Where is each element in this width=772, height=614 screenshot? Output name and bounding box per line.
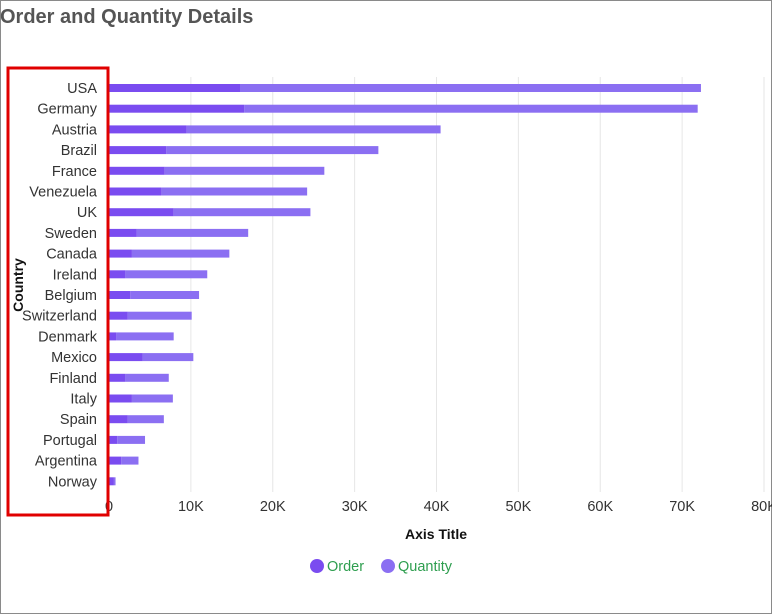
category-label: Germany bbox=[37, 102, 97, 118]
bar-quantity[interactable] bbox=[244, 104, 698, 113]
legend-quantity-marker[interactable] bbox=[381, 559, 395, 573]
category-label: Canada bbox=[46, 247, 98, 263]
category-label: USA bbox=[67, 81, 97, 97]
bar-quantity[interactable] bbox=[121, 456, 139, 465]
bar-order[interactable] bbox=[109, 435, 118, 444]
category-label: Austria bbox=[52, 122, 98, 138]
x-tick-label: 40K bbox=[424, 499, 450, 515]
category-label: Belgium bbox=[45, 288, 97, 304]
category-label: Sweden bbox=[45, 226, 97, 242]
bar-order[interactable] bbox=[109, 456, 122, 465]
bar-order[interactable] bbox=[109, 228, 137, 237]
category-label: Denmark bbox=[38, 329, 98, 345]
category-label: Brazil bbox=[61, 143, 97, 159]
legend: Order Quantity bbox=[310, 559, 453, 575]
highlight-box bbox=[6, 66, 110, 517]
category-label: Spain bbox=[60, 412, 97, 428]
bar-order[interactable] bbox=[109, 84, 240, 92]
legend-quantity-label[interactable]: Quantity bbox=[398, 559, 453, 575]
bar-order[interactable] bbox=[109, 291, 131, 299]
bars bbox=[109, 84, 701, 486]
bar-quantity[interactable] bbox=[113, 477, 116, 486]
bar-quantity[interactable] bbox=[142, 353, 194, 362]
bar-quantity[interactable] bbox=[166, 146, 379, 155]
bar-order[interactable] bbox=[109, 332, 117, 341]
category-label: France bbox=[52, 164, 97, 180]
bar-quantity[interactable] bbox=[131, 394, 173, 403]
bar-order[interactable] bbox=[109, 187, 162, 196]
gridlines bbox=[108, 77, 765, 492]
category-label: Argentina bbox=[35, 454, 98, 470]
category-label: Venezuela bbox=[29, 185, 98, 201]
bar-order[interactable] bbox=[109, 249, 132, 258]
y-axis-title: Country bbox=[10, 258, 26, 312]
category-label: Switzerland bbox=[22, 309, 97, 325]
bar-order[interactable] bbox=[109, 394, 132, 403]
category-labels: USA Germany Austria Brazil France Venezuela UK… bbox=[22, 81, 98, 490]
category-label: Mexico bbox=[51, 350, 97, 366]
bar-order[interactable] bbox=[109, 311, 128, 320]
x-tick-label: 80K bbox=[751, 499, 772, 515]
category-label: Norway bbox=[48, 474, 98, 490]
bar-order[interactable] bbox=[109, 373, 126, 382]
bar-quantity[interactable] bbox=[127, 415, 164, 424]
bar-order[interactable] bbox=[109, 477, 114, 486]
category-label: Italy bbox=[70, 392, 97, 408]
x-axis-title: Axis Title bbox=[405, 526, 467, 542]
category-label: UK bbox=[77, 205, 97, 221]
legend-order-label[interactable]: Order bbox=[327, 559, 364, 575]
bar-quantity[interactable] bbox=[240, 84, 701, 92]
bar-order[interactable] bbox=[109, 166, 165, 175]
bar-quantity[interactable] bbox=[127, 311, 192, 320]
bar-quantity[interactable] bbox=[116, 332, 174, 341]
bar-order[interactable] bbox=[109, 208, 174, 217]
category-label: Ireland bbox=[53, 267, 97, 283]
category-label: Finland bbox=[49, 371, 97, 387]
bar-quantity[interactable] bbox=[186, 125, 441, 134]
bar-quantity[interactable] bbox=[173, 208, 311, 217]
bar-quantity[interactable] bbox=[130, 291, 200, 299]
x-tick-label: 50K bbox=[505, 499, 531, 515]
bar-quantity[interactable] bbox=[136, 228, 249, 237]
category-label: Portugal bbox=[43, 433, 97, 449]
x-tick-label: 20K bbox=[260, 499, 286, 515]
chart-title: Order and Quantity Details bbox=[0, 6, 254, 28]
bar-order[interactable] bbox=[109, 104, 245, 113]
bar-quantity[interactable] bbox=[131, 249, 230, 258]
bar-order[interactable] bbox=[109, 353, 143, 362]
bar-order[interactable] bbox=[109, 146, 167, 155]
x-tick-label: 70K bbox=[669, 499, 695, 515]
bar-quantity[interactable] bbox=[117, 435, 146, 444]
legend-order-marker[interactable] bbox=[310, 559, 324, 573]
bar-order[interactable] bbox=[109, 270, 126, 279]
x-tick-label: 60K bbox=[587, 499, 613, 515]
bar-quantity[interactable] bbox=[125, 373, 169, 382]
bar-order[interactable] bbox=[109, 125, 187, 134]
x-tick-labels: 010K20K30K40K50K60K70K80K bbox=[105, 499, 772, 515]
bar-order[interactable] bbox=[109, 415, 128, 424]
bar-quantity[interactable] bbox=[125, 270, 208, 279]
x-tick-label: 30K bbox=[342, 499, 368, 515]
bar-quantity[interactable] bbox=[164, 166, 325, 175]
x-tick-label: 10K bbox=[178, 499, 204, 515]
bar-quantity[interactable] bbox=[161, 187, 308, 196]
